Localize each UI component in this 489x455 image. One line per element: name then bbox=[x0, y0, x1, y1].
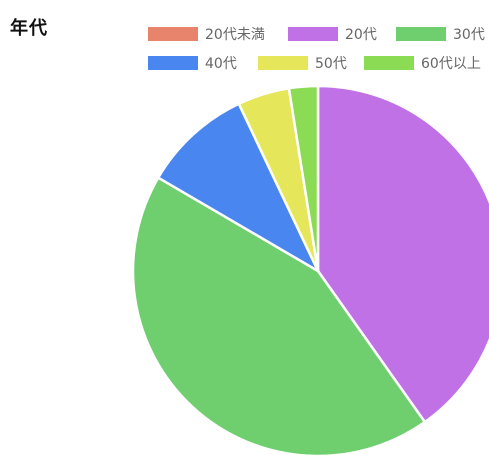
pie-slice-2[interactable] bbox=[131, 176, 427, 455]
legend-label: 50代 bbox=[315, 56, 347, 72]
chart-title: 年代 bbox=[10, 18, 48, 39]
legend-label: 20代未満 bbox=[205, 27, 265, 43]
pie-slice-3[interactable] bbox=[157, 102, 320, 273]
legend-item-40s[interactable]: 40代 bbox=[148, 53, 237, 73]
legend-label: 40代 bbox=[205, 56, 237, 72]
legend-item-60s-plus[interactable]: 60代以上 bbox=[364, 53, 481, 73]
legend-item-30s[interactable]: 30代 bbox=[396, 24, 485, 44]
pie-slice-5[interactable] bbox=[287, 84, 320, 273]
legend-label: 60代以上 bbox=[421, 56, 481, 72]
legend-item-50s[interactable]: 50代 bbox=[258, 53, 347, 73]
legend-swatch bbox=[148, 56, 198, 70]
pie-slice-1[interactable] bbox=[316, 84, 489, 424]
legend-swatch bbox=[258, 56, 308, 70]
legend-swatch bbox=[148, 27, 198, 41]
legend-swatch bbox=[364, 56, 414, 70]
legend-item-20s[interactable]: 20代 bbox=[288, 24, 377, 44]
legend-item-under-20s[interactable]: 20代未満 bbox=[148, 24, 265, 44]
legend-label: 20代 bbox=[345, 27, 377, 43]
legend-swatch bbox=[396, 27, 446, 41]
legend-label: 30代 bbox=[453, 27, 485, 43]
legend-swatch bbox=[288, 27, 338, 41]
chart-legend: 20代未満 20代 30代 40代 50代 60代以上 bbox=[0, 0, 489, 80]
